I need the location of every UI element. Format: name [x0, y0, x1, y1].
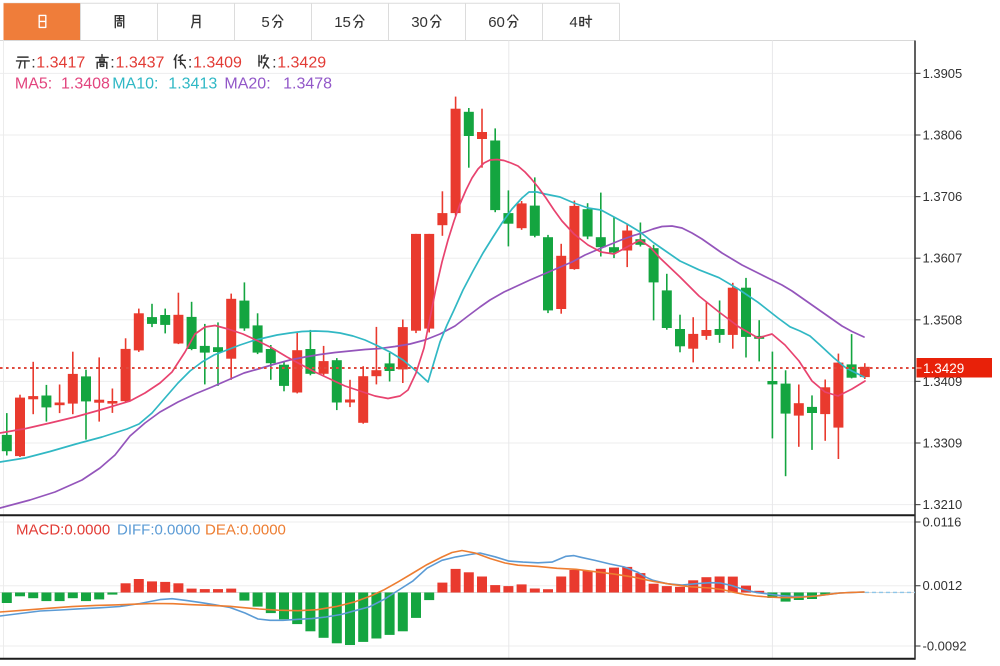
- svg-text:1.3905: 1.3905: [923, 66, 963, 81]
- svg-text:1.3508: 1.3508: [923, 312, 963, 327]
- svg-text:1.3210: 1.3210: [923, 497, 963, 512]
- svg-text:0.0116: 0.0116: [923, 515, 962, 530]
- svg-text:MA10:: MA10:: [112, 76, 158, 93]
- svg-text:1.3429: 1.3429: [277, 55, 326, 72]
- svg-text:MACD:0.0000: MACD:0.0000: [16, 522, 110, 539]
- svg-text:MA20:: MA20:: [224, 76, 270, 93]
- svg-text:1.3806: 1.3806: [923, 128, 963, 143]
- svg-text::: :: [110, 55, 114, 72]
- svg-text:MA5:: MA5:: [15, 76, 52, 93]
- svg-text:DIFF:0.0000: DIFF:0.0000: [117, 522, 200, 539]
- svg-text:60: 60: [488, 14, 505, 31]
- svg-text:0.0012: 0.0012: [923, 578, 963, 593]
- svg-text:1.3409: 1.3409: [923, 374, 963, 389]
- svg-text:5: 5: [261, 14, 269, 31]
- svg-text:1.3706: 1.3706: [923, 189, 963, 204]
- svg-text:1.3413: 1.3413: [168, 76, 217, 93]
- svg-text::: :: [188, 55, 192, 72]
- svg-text:15: 15: [334, 14, 351, 31]
- svg-text:30: 30: [411, 14, 428, 31]
- svg-text:4: 4: [569, 14, 577, 31]
- svg-text:1.3417: 1.3417: [36, 55, 85, 72]
- svg-text::: :: [31, 55, 35, 72]
- svg-text::: :: [272, 55, 276, 72]
- svg-text:1.3309: 1.3309: [923, 436, 963, 451]
- svg-text:1.3409: 1.3409: [193, 55, 242, 72]
- svg-text:-0.0092: -0.0092: [923, 639, 967, 654]
- svg-text:1.3607: 1.3607: [923, 251, 963, 266]
- svg-text:1.3429: 1.3429: [923, 361, 964, 376]
- svg-text:1.3437: 1.3437: [116, 55, 165, 72]
- svg-text:1.3478: 1.3478: [283, 76, 332, 93]
- svg-text:DEA:0.0000: DEA:0.0000: [205, 522, 286, 539]
- svg-text:1.3408: 1.3408: [61, 76, 110, 93]
